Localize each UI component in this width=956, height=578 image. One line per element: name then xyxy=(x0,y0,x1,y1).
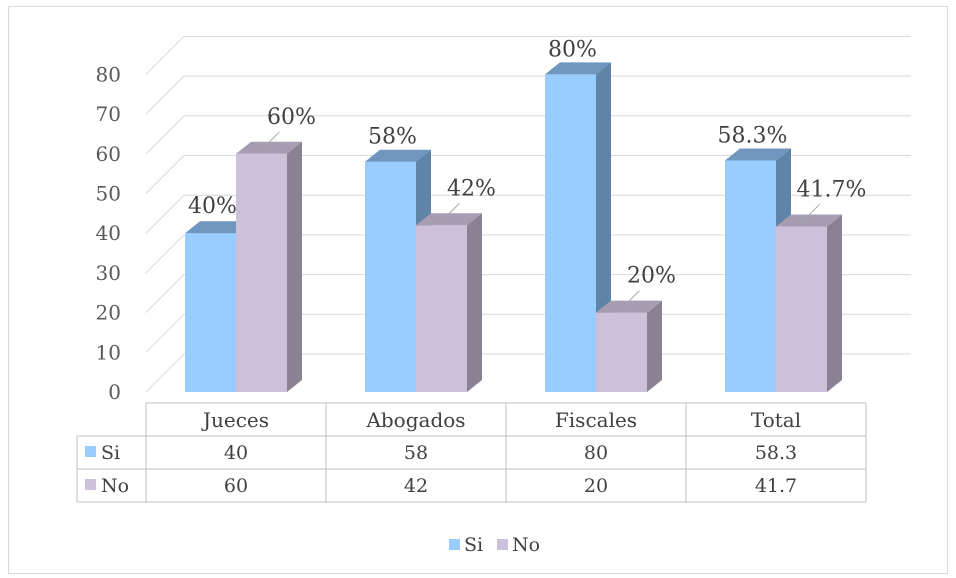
y-tick-label: 70 xyxy=(96,102,121,126)
data-label: 41.7% xyxy=(797,177,867,202)
bar-top-si xyxy=(725,148,791,161)
table-cell: 58.3 xyxy=(755,442,797,464)
bar-si xyxy=(185,233,236,392)
legend-swatch-si xyxy=(449,539,460,550)
y-tick-label: 20 xyxy=(96,301,121,325)
table-cell: 41.7 xyxy=(755,475,797,497)
bar-top-no xyxy=(776,214,842,227)
legend-swatch-no xyxy=(497,539,508,550)
data-label: 42% xyxy=(447,176,496,201)
y-tick-label: 0 xyxy=(108,380,121,404)
gridline-side xyxy=(145,155,185,194)
chart-frame: 0 10 20 30 40 50 60 70 80 40% 60% 58% 42% 80% 20% 58.3%… xyxy=(8,6,948,574)
y-tick-label: 60 xyxy=(96,142,121,166)
table-cell: 20 xyxy=(584,475,608,497)
data-label: 60% xyxy=(267,105,316,130)
table-cell: 58 xyxy=(404,442,428,464)
gridline-side xyxy=(145,234,185,274)
bar-no xyxy=(416,225,467,392)
y-tick-label: 50 xyxy=(96,182,121,206)
table-legend-swatch xyxy=(85,479,96,490)
bar-si xyxy=(365,161,416,392)
table-cell: 40 xyxy=(224,442,248,464)
category-label: Jueces xyxy=(201,408,269,432)
bar-top-no xyxy=(236,141,302,154)
table-series-name: Si xyxy=(101,442,120,464)
data-label: 80% xyxy=(548,37,597,62)
data-label: 58% xyxy=(368,125,417,150)
chart-svg: 0 10 20 30 40 50 60 70 80 40% 60% 58% 42% 80% 20% 58.3%… xyxy=(76,35,911,556)
leader-line xyxy=(623,290,640,307)
table-cell: 42 xyxy=(404,475,428,497)
gridline-side xyxy=(145,115,185,155)
bar-no xyxy=(596,312,647,392)
gridline-side xyxy=(145,36,185,75)
leader-line xyxy=(443,202,460,220)
category-label: Total xyxy=(751,408,801,432)
bar-side-no xyxy=(287,141,302,392)
bar-no xyxy=(236,153,287,392)
bar-side-no xyxy=(647,300,662,392)
bar-top-si xyxy=(365,149,431,162)
y-tick-label: 40 xyxy=(96,221,121,245)
gridline-side xyxy=(145,75,185,115)
gridline-side xyxy=(145,353,185,393)
table-legend-swatch xyxy=(85,446,96,457)
bar-top-no xyxy=(416,213,482,226)
table-cell: 60 xyxy=(224,475,248,497)
y-tick-label: 80 xyxy=(96,62,121,86)
bar-si xyxy=(725,160,776,392)
bar-top-no xyxy=(596,300,662,313)
table-cell: 80 xyxy=(584,442,608,464)
data-label: 20% xyxy=(627,264,676,289)
bar-no xyxy=(776,226,827,392)
leader-line xyxy=(803,204,820,221)
legend-label: Si xyxy=(464,534,483,556)
category-label: Fiscales xyxy=(555,408,637,432)
y-tick-label: 30 xyxy=(96,261,121,285)
y-tick-label: 10 xyxy=(96,340,121,364)
data-label: 40% xyxy=(188,194,237,219)
bar-side-no xyxy=(467,213,482,392)
legend-label: No xyxy=(512,534,540,556)
data-label: 58.3% xyxy=(718,124,788,149)
category-label: Abogados xyxy=(365,408,465,432)
bar-top-si xyxy=(545,62,611,75)
gridline-side xyxy=(145,313,185,353)
bar-si xyxy=(545,74,596,393)
table-series-name: No xyxy=(101,475,129,497)
bar-top-si xyxy=(185,221,251,234)
gridline-side xyxy=(145,274,185,313)
leader-line xyxy=(263,131,280,149)
gridline-side xyxy=(145,194,185,234)
bar-side-no xyxy=(827,214,842,392)
